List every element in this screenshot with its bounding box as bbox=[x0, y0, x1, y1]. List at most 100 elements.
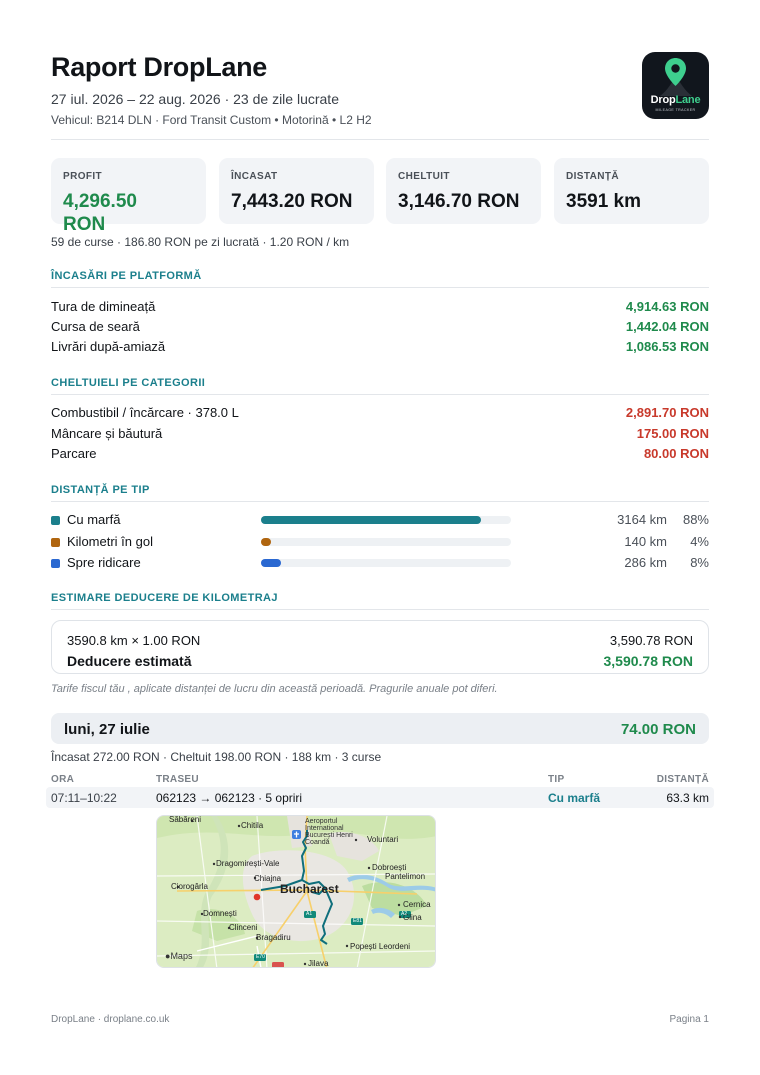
logo-tagline: MILEAGE TRACKER bbox=[655, 108, 696, 112]
income-value: 1,086.53 RON bbox=[625, 339, 709, 354]
expense-value: 175.00 RON bbox=[636, 426, 709, 441]
map-label: Cernica bbox=[403, 900, 431, 909]
distance-bar-fill bbox=[261, 538, 271, 546]
distance-bar-track bbox=[261, 559, 511, 567]
distance-percent: 88% bbox=[682, 512, 709, 527]
logo-wordmark: DropLane bbox=[650, 94, 701, 106]
map-label: Pantelimon bbox=[385, 872, 426, 881]
kpi-value: 7,443.20 RON bbox=[231, 191, 353, 212]
income-row: Cursa de seară 1,442.04 RON bbox=[51, 319, 709, 337]
kpi-label: PROFIT bbox=[63, 171, 103, 182]
map-pin-road-icon bbox=[660, 58, 692, 96]
expense-value: 2,891.70 RON bbox=[625, 405, 709, 420]
map-road-label: E70 bbox=[256, 954, 265, 960]
legend-swatch bbox=[51, 516, 60, 525]
map-label: Domnești bbox=[203, 909, 237, 918]
kpi-income: ÎNCASAT 7,443.20 RON bbox=[219, 158, 374, 224]
col-header-time: ORA bbox=[51, 774, 75, 785]
map-label: Jilava bbox=[308, 959, 329, 968]
map-label: Dragomirești-Vale bbox=[216, 859, 280, 868]
deduction-box: 3590.8 km × 1.00 RON 3,590.78 RON Deduce… bbox=[51, 620, 709, 674]
map-label: Glina bbox=[403, 913, 422, 922]
footer-brand: DropLane · droplane.co.uk bbox=[51, 1014, 170, 1025]
trip-row bbox=[46, 787, 714, 808]
map-road-label: A1 bbox=[306, 911, 313, 917]
distance-row: Spre ridicare 286 km 8% bbox=[51, 555, 709, 573]
legend-swatch bbox=[51, 559, 60, 568]
map-label: Voluntari bbox=[367, 835, 399, 844]
expense-label: Combustibil / încărcare · 378.0 L bbox=[51, 405, 239, 420]
col-header-type: TIP bbox=[548, 774, 565, 785]
expense-row: Mâncare și băutură 175.00 RON bbox=[51, 426, 709, 444]
income-label: Livrări după-amiază bbox=[51, 339, 166, 354]
page-number: Pagina 1 bbox=[669, 1014, 709, 1025]
distance-label: Kilometri în gol bbox=[67, 534, 153, 549]
distance-label: Spre ridicare bbox=[67, 555, 141, 570]
col-header-distance: DISTANȚĂ bbox=[656, 774, 709, 785]
map-road-label: A2 bbox=[401, 911, 408, 917]
distance-bar-fill bbox=[261, 516, 481, 524]
distance-bar-track bbox=[261, 516, 511, 524]
report-period: 27 iul. 2026 – 22 aug. 2026 · 23 de zile… bbox=[51, 91, 339, 107]
distance-km: 286 km bbox=[624, 555, 667, 570]
day-profit: 74.00 RON bbox=[620, 721, 696, 738]
deduction-formula: 3590.8 km × 1.00 RON bbox=[67, 633, 201, 648]
kpi-label: CHELTUIT bbox=[398, 171, 450, 182]
distance-row: Kilometri în gol 140 km 4% bbox=[51, 534, 709, 552]
distance-km: 3164 km bbox=[617, 512, 667, 527]
vehicle-info: Vehicul: B214 DLN · Ford Transit Custom … bbox=[51, 113, 372, 127]
map-label: Dobroești bbox=[372, 863, 407, 872]
kpi-value: 3,146.70 RON bbox=[398, 191, 520, 212]
deduction-note: Tarife fiscul tău , aplicate distanței d… bbox=[51, 683, 498, 695]
map-road-label: E81 bbox=[353, 918, 362, 924]
map-label: Chitila bbox=[241, 821, 264, 830]
expense-row: Parcare 80.00 RON bbox=[51, 446, 709, 464]
expense-label: Mâncare și băutură bbox=[51, 426, 163, 441]
legend-swatch bbox=[51, 538, 60, 547]
map-label: Bucharest bbox=[280, 882, 339, 896]
kpi-distance: DISTANȚĂ 3591 km bbox=[554, 158, 709, 224]
maps-attribution: ●Maps bbox=[165, 951, 193, 961]
day-summary: Încasat 272.00 RON · Cheltuit 198.00 RON… bbox=[51, 750, 382, 764]
day-label: luni, 27 iulie bbox=[64, 721, 150, 738]
distance-bar-fill bbox=[261, 559, 281, 567]
distance-row: Cu marfă 3164 km 88% bbox=[51, 512, 709, 530]
income-label: Tura de dimineață bbox=[51, 299, 156, 314]
apple-logo-icon: ● bbox=[165, 951, 171, 961]
income-row: Tura de dimineață 4,914.63 RON bbox=[51, 299, 709, 317]
income-value: 1,442.04 RON bbox=[625, 319, 709, 334]
income-label: Cursa de seară bbox=[51, 319, 140, 334]
kpi-value: 4,296.50 RON bbox=[63, 191, 137, 235]
kpi-value: 3591 km bbox=[566, 191, 642, 212]
deduction-section-title: ESTIMARE DEDUCERE DE KILOMETRAJ bbox=[51, 592, 709, 610]
droplane-logo: DropLane MILEAGE TRACKER bbox=[642, 52, 709, 119]
distance-section-title: DISTANȚĂ PE TIP bbox=[51, 484, 709, 502]
map-label: Bragadiru bbox=[256, 933, 291, 942]
map-background bbox=[157, 816, 435, 967]
trip-time: 07:11–10:22 bbox=[51, 791, 117, 805]
map-label: Ciorogârla bbox=[171, 882, 208, 891]
expense-value: 80.00 RON bbox=[643, 446, 709, 461]
distance-percent: 4% bbox=[690, 534, 709, 549]
distance-label: Cu marfă bbox=[67, 512, 121, 527]
distance-bar-track bbox=[261, 538, 511, 546]
map-label: Clinceni bbox=[229, 923, 258, 932]
col-header-route: TRASEU bbox=[156, 774, 199, 785]
kpi-label: DISTANȚĂ bbox=[566, 171, 620, 182]
report-header: Raport DropLane 27 iul. 2026 – 22 aug. 2… bbox=[51, 52, 709, 140]
income-section-title: ÎNCASĂRI PE PLATFORMĂ bbox=[51, 270, 709, 288]
trip-route: 062123 → 062123 · 5 opriri bbox=[156, 791, 303, 805]
expense-row: Combustibil / încărcare · 378.0 L 2,891.… bbox=[51, 405, 709, 423]
deduction-formula-value: 3,590.78 RON bbox=[609, 633, 693, 648]
kpi-profit: PROFIT 4,296.50 RON bbox=[51, 158, 206, 235]
income-value: 4,914.63 RON bbox=[625, 299, 709, 314]
income-row: Livrări după-amiază 1,086.53 RON bbox=[51, 339, 709, 357]
trip-type: Cu marfă bbox=[548, 791, 601, 805]
deduction-estimate-value: 3,590.78 RON bbox=[603, 653, 694, 669]
distance-percent: 8% bbox=[690, 555, 709, 570]
map-label: Săbăreni bbox=[169, 815, 202, 824]
trip-distance: 63.3 km bbox=[666, 791, 709, 805]
map-label: Popești Leordeni bbox=[350, 942, 411, 951]
kpi-expenses: CHELTUIT 3,146.70 RON bbox=[386, 158, 541, 224]
map-label: Chiajna bbox=[254, 874, 282, 883]
